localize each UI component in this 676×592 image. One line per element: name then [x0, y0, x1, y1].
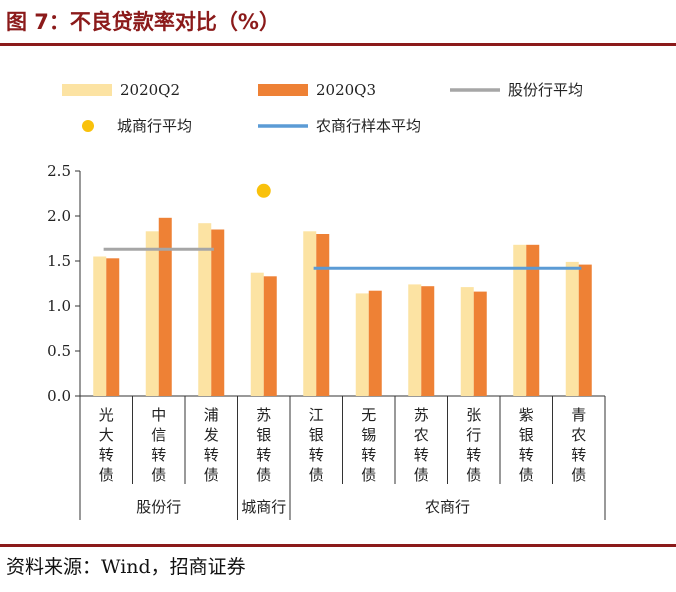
y-tick-label: 0.0: [47, 387, 71, 405]
bar-2020q3-9: [578, 264, 592, 396]
category-label-7: 债: [466, 466, 481, 484]
legend-swatch-2020q2: [62, 84, 112, 96]
category-label-0: 债: [99, 466, 114, 484]
category-label-6: 债: [414, 466, 429, 484]
category-label-2: 转: [204, 446, 219, 464]
category-label-6: 农: [414, 426, 429, 444]
category-label-4: 江: [309, 406, 324, 424]
legend-label-2020q2: 2020Q2: [120, 81, 180, 99]
category-label-0: 光: [99, 406, 114, 424]
category-label-8: 银: [519, 426, 534, 444]
bar-2020q3-8: [526, 244, 540, 396]
category-label-2: 债: [204, 466, 219, 484]
y-tick-label: 1.0: [47, 297, 71, 315]
y-tick-label: 2.5: [47, 162, 71, 180]
category-label-9: 债: [571, 466, 586, 484]
chart-groups: 股份行 城商行 农商行: [136, 498, 470, 516]
legend-label-2020q3: 2020Q3: [316, 81, 376, 99]
bar-2020q3-4: [316, 234, 330, 396]
category-label-1: 转: [151, 446, 166, 464]
bar-2020q3-1: [158, 217, 172, 396]
y-tick-label: 1.5: [47, 252, 71, 270]
bar-2020q2-4: [303, 231, 317, 396]
legend-swatch-city-avg: [82, 120, 94, 132]
category-label-6: 苏: [414, 406, 429, 424]
page-title: 图 7：不良贷款率对比（%）: [6, 10, 280, 34]
category-label-5: 债: [361, 466, 376, 484]
chart-bars: [93, 217, 592, 396]
group-label-2: 农商行: [425, 498, 470, 516]
category-label-8: 债: [519, 466, 534, 484]
bar-2020q3-0: [106, 258, 120, 396]
category-label-7: 转: [466, 446, 481, 464]
chart-averages: [103, 183, 582, 270]
bar-2020q3-7: [473, 291, 487, 396]
bar-2020q2-2: [198, 223, 212, 396]
category-label-2: 发: [204, 426, 219, 444]
bar-2020q2-0: [93, 256, 107, 396]
category-label-6: 转: [414, 446, 429, 464]
bar-2020q2-1: [145, 231, 159, 396]
category-label-3: 转: [256, 446, 271, 464]
legend-swatch-2020q3: [258, 84, 308, 96]
category-label-9: 青: [571, 406, 586, 424]
group-label-1: 城商行: [241, 498, 286, 516]
category-label-3: 银: [256, 426, 271, 444]
category-label-2: 浦: [204, 406, 219, 424]
bar-2020q2-3: [250, 272, 264, 396]
bar-2020q2-6: [408, 284, 422, 396]
category-label-1: 中: [151, 406, 166, 424]
y-tick-label: 2.0: [47, 207, 71, 225]
bar-2020q3-5: [368, 290, 382, 396]
source-divider: [0, 544, 676, 547]
bar-2020q2-9: [565, 261, 579, 396]
bar-2020q2-7: [460, 287, 474, 396]
category-label-4: 债: [309, 466, 324, 484]
category-label-0: 转: [99, 446, 114, 464]
title-divider: [0, 43, 676, 46]
category-label-4: 转: [309, 446, 324, 464]
category-label-5: 转: [361, 446, 376, 464]
category-label-5: 锡: [361, 426, 376, 444]
category-label-4: 银: [309, 426, 324, 444]
group-label-0: 股份行: [136, 498, 181, 516]
legend-label-joint-stock-avg: 股份行平均: [508, 81, 583, 99]
category-label-8: 转: [519, 446, 534, 464]
legend-label-city-avg: 城商行平均: [117, 117, 192, 135]
bar-2020q2-5: [355, 293, 369, 396]
category-label-7: 行: [466, 426, 481, 444]
legend-label-rural-avg: 农商行样本平均: [316, 117, 421, 135]
category-label-1: 债: [151, 466, 166, 484]
source-note: 资料来源：Wind，招商证券: [6, 556, 246, 578]
category-label-5: 无: [361, 406, 376, 424]
average-marker-city: [256, 183, 271, 198]
category-label-8: 紫: [519, 406, 534, 424]
bar-2020q2-8: [513, 244, 527, 396]
bar-2020q3-3: [263, 276, 277, 396]
bar-2020q3-2: [211, 229, 225, 396]
bar-2020q3-6: [421, 286, 435, 396]
y-tick-label: 0.5: [47, 342, 71, 360]
category-label-0: 大: [99, 426, 114, 444]
category-label-3: 债: [256, 466, 271, 484]
category-label-3: 苏: [256, 406, 271, 424]
category-label-7: 张: [466, 406, 481, 424]
category-label-1: 信: [151, 426, 166, 444]
category-label-9: 转: [571, 446, 586, 464]
category-label-9: 农: [571, 426, 586, 444]
